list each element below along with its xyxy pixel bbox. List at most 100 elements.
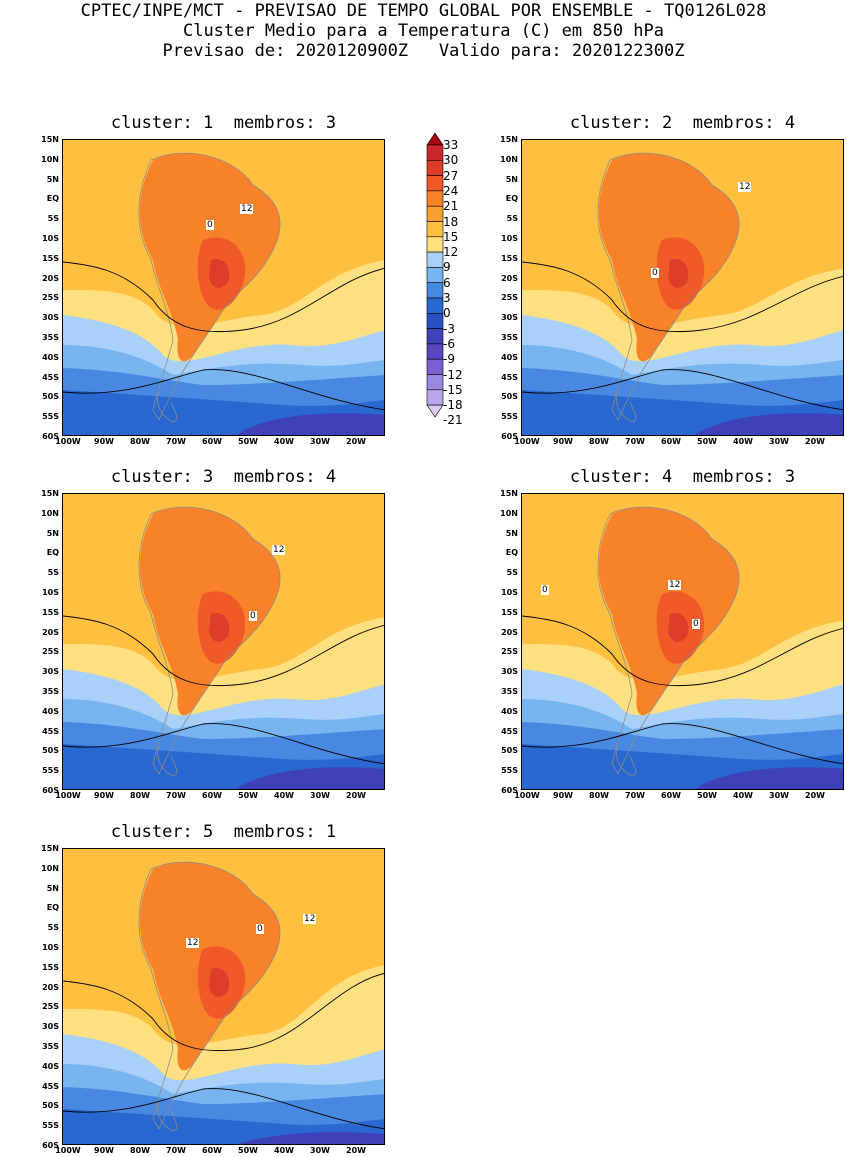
lon-tick-label: 50W [238, 791, 258, 800]
lat-tick-label: 35S [501, 333, 518, 342]
colorbar-swatch [426, 297, 444, 314]
lat-tick-label: 5S [506, 568, 518, 578]
lon-tick-label: 90W [553, 791, 573, 800]
colorbar-label: 21 [443, 199, 459, 214]
lat-tick-label: 10N [41, 154, 59, 164]
lon-tick-label: 60W [202, 437, 222, 446]
lat-tick-label: EQ [505, 194, 518, 204]
lat-tick-label: 55S [42, 412, 59, 422]
colorbar-label: 33 [443, 138, 459, 152]
lon-tick-label: 60W [661, 791, 681, 800]
colorbar-swatch [426, 133, 444, 146]
lat-tick-label: 5N [505, 528, 518, 538]
lat-tick-label: 55S [501, 412, 518, 422]
colorbar-label: -18 [443, 398, 463, 413]
colorbar-swatch [426, 389, 444, 406]
lon-tick-label: 20W [346, 437, 366, 446]
lon-tick-label: 40W [274, 437, 294, 446]
lon-tick-label: 50W [238, 437, 258, 446]
lat-tick-label: 45S [42, 372, 59, 382]
lon-tick-label: 40W [733, 437, 753, 446]
lat-tick-label: 60S [42, 432, 59, 441]
lon-tick-label: 40W [274, 791, 294, 800]
colorbar-label: -6 [443, 336, 455, 351]
lon-tick-label: 100W [55, 1146, 81, 1155]
lat-tick-label: 15S [42, 607, 59, 617]
lat-tick-label: 10S [501, 588, 518, 597]
map-panel-3 [62, 493, 385, 790]
lat-tick-label: 50S [42, 1101, 59, 1111]
lon-tick-label: 30W [769, 437, 789, 446]
lon-tick-label: 80W [589, 437, 609, 446]
lat-tick-label: 10S [42, 943, 59, 952]
lat-tick-label: 60S [42, 1141, 59, 1150]
lon-tick-label: 80W [589, 791, 609, 800]
colorbar-label: 9 [443, 260, 451, 275]
lon-tick-label: 70W [625, 437, 645, 446]
lat-tick-label: 25S [42, 1002, 59, 1012]
colorbar-swatch [426, 404, 444, 418]
colorbar-swatch [426, 267, 444, 283]
lon-tick-label: 90W [94, 1146, 114, 1155]
lat-tick-label: 60S [42, 786, 59, 795]
lat-tick-label: 10S [42, 234, 59, 243]
contour-label: 12 [738, 182, 752, 192]
lon-tick-label: 70W [166, 1146, 186, 1155]
lat-tick-label: 15N [41, 489, 59, 498]
lon-tick-label: 30W [769, 791, 789, 800]
lat-tick-label: 50S [501, 392, 518, 402]
lat-tick-label: 15N [41, 844, 59, 853]
colorbar-swatches [426, 133, 444, 418]
lat-tick-label: 30S [42, 313, 59, 323]
lat-tick-label: 60S [501, 432, 518, 441]
lat-tick-label: 40S [42, 1061, 59, 1071]
lon-tick-label: 20W [346, 1146, 366, 1155]
lat-tick-label: 5N [46, 528, 59, 538]
contour-label: 0 [206, 220, 214, 230]
colorbar-label: -21 [443, 413, 463, 428]
contour-label: 0 [256, 924, 264, 934]
colorbar-label: 0 [443, 306, 451, 321]
contour-label: 12 [240, 204, 254, 214]
map-panel-5 [62, 848, 385, 1145]
colorbar-label: 18 [443, 214, 459, 229]
colorbar-swatch [426, 343, 444, 360]
lat-tick-label: EQ [46, 903, 59, 913]
contour-label: 12 [272, 545, 286, 555]
lat-tick-label: 30S [42, 1022, 59, 1032]
panel-title: cluster: 1 membros: 3 [110, 113, 337, 133]
lon-tick-label: 50W [697, 791, 717, 800]
lon-tick-label: 80W [130, 1146, 150, 1155]
lat-tick-label: 20S [42, 273, 59, 283]
lat-tick-label: 10N [41, 863, 59, 873]
lat-tick-label: 5N [46, 174, 59, 184]
lon-tick-label: 100W [55, 791, 81, 800]
lat-tick-label: 15N [500, 489, 518, 498]
lon-tick-label: 40W [733, 791, 753, 800]
colorbar-label: 30 [443, 153, 459, 168]
colorbar-swatch [426, 251, 444, 268]
lat-tick-label: 20S [501, 273, 518, 283]
colorbar-swatch [426, 328, 444, 345]
panel-title: cluster: 4 membros: 3 [569, 467, 796, 487]
lat-tick-label: 25S [501, 647, 518, 657]
lat-tick-label: 45S [501, 372, 518, 382]
map-panel-1 [62, 139, 385, 436]
colorbar-swatch [426, 282, 444, 299]
lat-tick-label: 50S [42, 392, 59, 402]
colorbar-swatch [426, 190, 444, 207]
lat-tick-label: 10N [41, 508, 59, 518]
lat-tick-label: 35S [42, 333, 59, 342]
colorbar-label: -12 [443, 367, 463, 382]
lon-tick-label: 100W [514, 791, 540, 800]
lon-tick-label: 40W [274, 1146, 294, 1155]
lat-tick-label: 10N [500, 154, 518, 164]
lat-tick-label: 45S [42, 1081, 59, 1091]
lat-tick-label: 5S [506, 214, 518, 224]
lon-tick-label: 30W [310, 791, 330, 800]
contour-label: 0 [692, 619, 700, 629]
colorbar-swatch [426, 144, 444, 161]
lat-tick-label: 15N [500, 135, 518, 144]
lon-tick-label: 70W [625, 791, 645, 800]
lon-tick-label: 70W [166, 437, 186, 446]
